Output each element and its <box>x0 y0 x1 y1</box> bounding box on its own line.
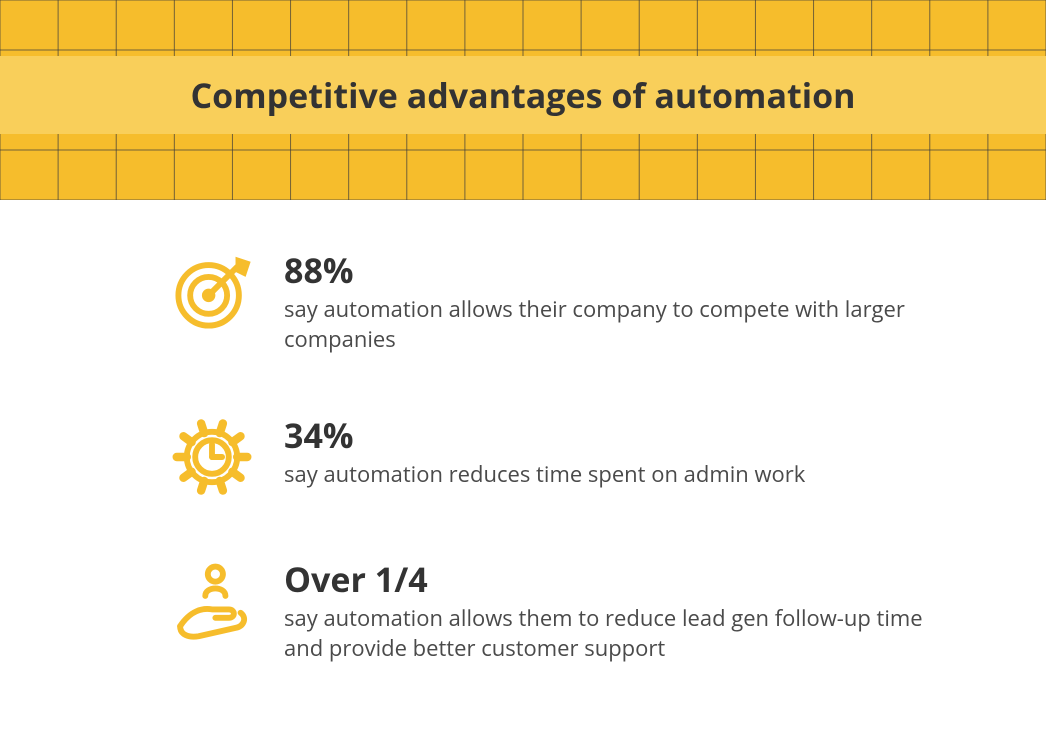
stat-description: say automation reduces time spent on adm… <box>284 460 946 490</box>
gear-clock-icon <box>170 415 254 499</box>
target-icon <box>170 250 254 334</box>
page-title: Competitive advantages of automation <box>190 72 855 118</box>
stat-row: Over 1/4 say automation allows them to re… <box>170 559 946 664</box>
stat-description: say automation allows their company to c… <box>284 295 946 354</box>
stat-headline: Over 1/4 <box>284 561 946 598</box>
stat-description: say automation allows them to reduce lea… <box>284 604 946 663</box>
stat-row: 34% say automation reduces time spent on … <box>170 415 946 499</box>
title-strip: Competitive advantages of automation <box>0 56 1046 134</box>
content-area: 88% say automation allows their company t… <box>0 200 1046 754</box>
stat-headline: 34% <box>284 417 946 454</box>
hand-person-icon <box>170 559 254 643</box>
stat-row: 88% say automation allows their company t… <box>170 250 946 355</box>
stat-text: 34% say automation reduces time spent on … <box>284 415 946 490</box>
stat-text: 88% say automation allows their company t… <box>284 250 946 355</box>
stat-headline: 88% <box>284 252 946 289</box>
stat-text: Over 1/4 say automation allows them to re… <box>284 559 946 664</box>
header-band: Competitive advantages of automation <box>0 0 1046 200</box>
